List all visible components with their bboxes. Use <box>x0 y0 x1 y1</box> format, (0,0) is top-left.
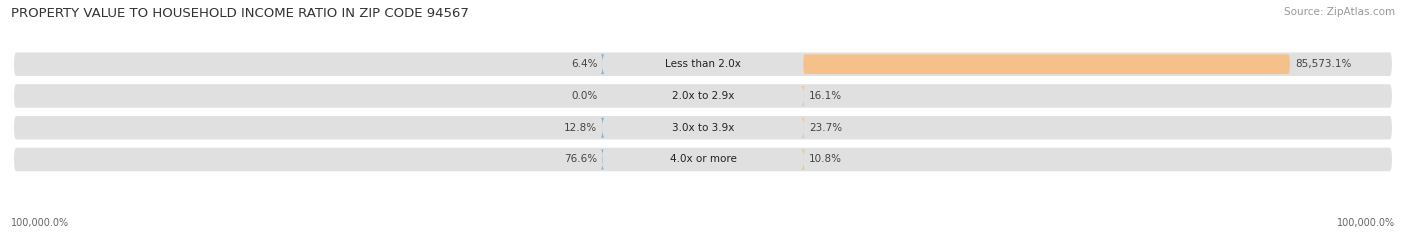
Text: 3.0x to 3.9x: 3.0x to 3.9x <box>672 123 734 133</box>
Text: 85,573.1%: 85,573.1% <box>1295 59 1351 69</box>
Text: 100,000.0%: 100,000.0% <box>11 218 69 228</box>
Text: 76.6%: 76.6% <box>564 154 598 164</box>
Text: 16.1%: 16.1% <box>808 91 842 101</box>
Text: 4.0x or more: 4.0x or more <box>669 154 737 164</box>
Text: Source: ZipAtlas.com: Source: ZipAtlas.com <box>1284 7 1395 17</box>
Legend: Without Mortgage, With Mortgage: Without Mortgage, With Mortgage <box>588 231 818 233</box>
FancyBboxPatch shape <box>14 148 1392 171</box>
FancyBboxPatch shape <box>803 54 1289 74</box>
FancyBboxPatch shape <box>14 116 1392 140</box>
Text: 0.0%: 0.0% <box>571 91 598 101</box>
Text: 23.7%: 23.7% <box>808 123 842 133</box>
FancyBboxPatch shape <box>14 52 1392 76</box>
Text: PROPERTY VALUE TO HOUSEHOLD INCOME RATIO IN ZIP CODE 94567: PROPERTY VALUE TO HOUSEHOLD INCOME RATIO… <box>11 7 470 20</box>
Text: Less than 2.0x: Less than 2.0x <box>665 59 741 69</box>
FancyBboxPatch shape <box>801 86 806 106</box>
FancyBboxPatch shape <box>14 84 1392 108</box>
Text: 6.4%: 6.4% <box>571 59 598 69</box>
FancyBboxPatch shape <box>600 54 605 74</box>
Text: 12.8%: 12.8% <box>564 123 598 133</box>
Text: 100,000.0%: 100,000.0% <box>1337 218 1395 228</box>
Text: 2.0x to 2.9x: 2.0x to 2.9x <box>672 91 734 101</box>
FancyBboxPatch shape <box>600 118 605 137</box>
FancyBboxPatch shape <box>801 118 806 137</box>
FancyBboxPatch shape <box>801 150 806 169</box>
Text: 10.8%: 10.8% <box>808 154 842 164</box>
FancyBboxPatch shape <box>600 150 605 169</box>
